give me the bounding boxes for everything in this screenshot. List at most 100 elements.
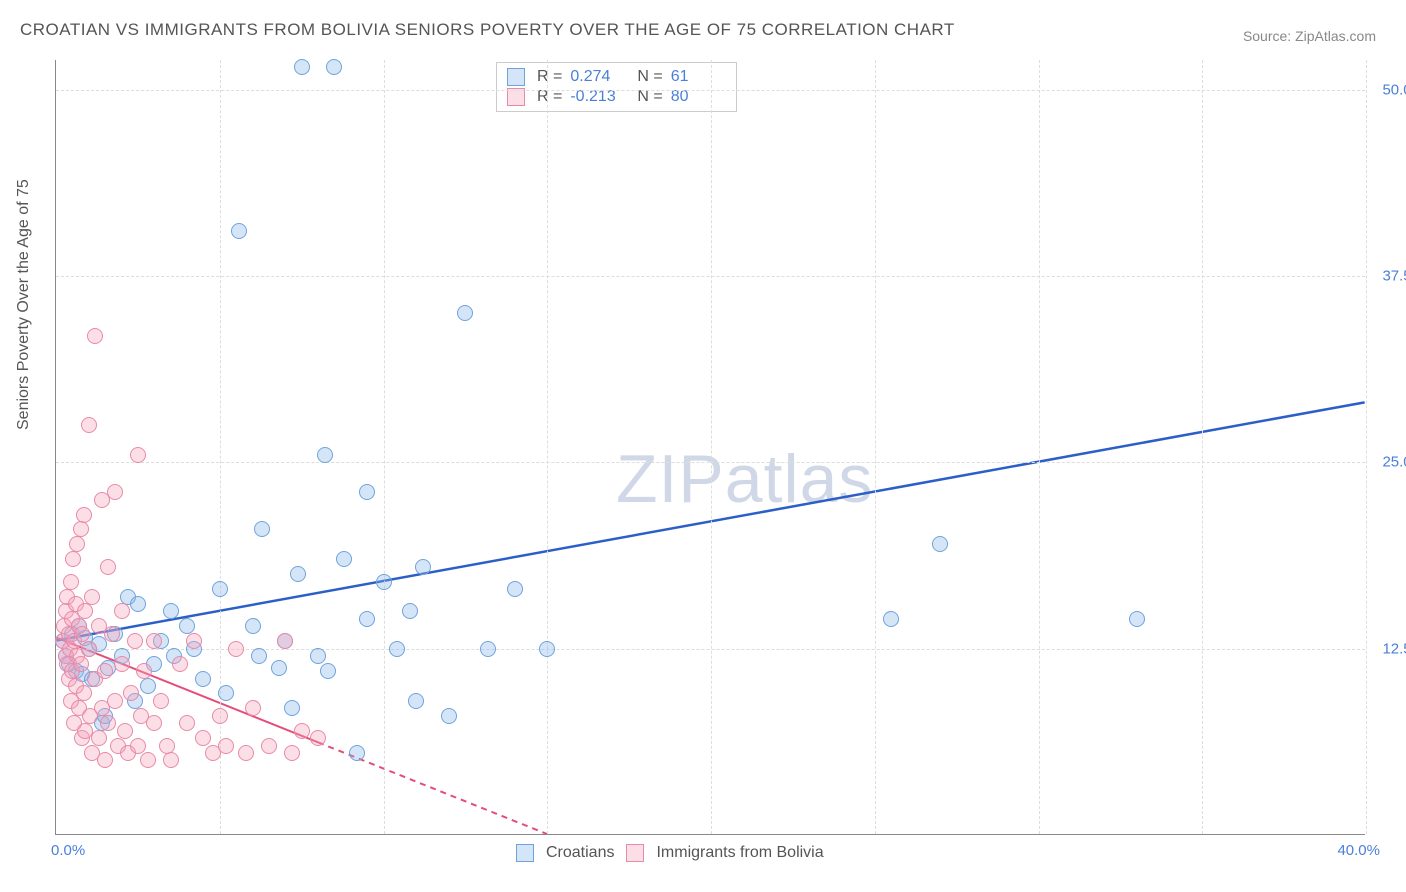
- data-point: [77, 603, 93, 619]
- data-point: [127, 633, 143, 649]
- data-point: [261, 738, 277, 754]
- data-point: [140, 678, 156, 694]
- data-point: [408, 693, 424, 709]
- data-point: [218, 685, 234, 701]
- grid-line-v: [875, 60, 876, 834]
- data-point: [136, 663, 152, 679]
- legend-label-1: Croatians: [546, 844, 614, 862]
- data-point: [326, 59, 342, 75]
- data-point: [146, 715, 162, 731]
- grid-line-v: [1202, 60, 1203, 834]
- data-point: [97, 752, 113, 768]
- data-point: [117, 723, 133, 739]
- x-tick-min: 0.0%: [51, 842, 85, 859]
- legend-label-2: Immigrants from Bolivia: [656, 844, 823, 862]
- legend-swatch-bolivia: [626, 844, 644, 862]
- data-point: [402, 603, 418, 619]
- data-point: [76, 685, 92, 701]
- data-point: [159, 738, 175, 754]
- data-point: [317, 447, 333, 463]
- y-tick-label: 50.0%: [1370, 81, 1406, 98]
- data-point: [87, 328, 103, 344]
- data-point: [277, 633, 293, 649]
- legend-swatch-croatians: [516, 844, 534, 862]
- data-point: [114, 656, 130, 672]
- data-point: [254, 521, 270, 537]
- y-tick-label: 37.5%: [1370, 268, 1406, 285]
- data-point: [310, 648, 326, 664]
- data-point: [146, 633, 162, 649]
- data-point: [179, 618, 195, 634]
- n-value-1: 61: [671, 68, 726, 86]
- x-tick-max: 40.0%: [1337, 842, 1380, 859]
- data-point: [284, 745, 300, 761]
- data-point: [195, 671, 211, 687]
- data-point: [163, 752, 179, 768]
- data-point: [76, 507, 92, 523]
- data-point: [107, 693, 123, 709]
- data-point: [73, 521, 89, 537]
- data-point: [73, 656, 89, 672]
- data-point: [172, 656, 188, 672]
- data-point: [81, 417, 97, 433]
- data-point: [218, 738, 234, 754]
- data-point: [212, 581, 228, 597]
- data-point: [310, 730, 326, 746]
- data-point: [245, 700, 261, 716]
- data-point: [271, 660, 287, 676]
- data-point: [130, 596, 146, 612]
- data-point: [65, 551, 81, 567]
- grid-line-v: [384, 60, 385, 834]
- data-point: [130, 738, 146, 754]
- data-point: [389, 641, 405, 657]
- source-label: Source: ZipAtlas.com: [1243, 28, 1376, 44]
- grid-line-v: [1039, 60, 1040, 834]
- data-point: [320, 663, 336, 679]
- data-point: [441, 708, 457, 724]
- data-point: [539, 641, 555, 657]
- r-label: R =: [537, 68, 562, 86]
- data-point: [294, 723, 310, 739]
- data-point: [480, 641, 496, 657]
- data-point: [63, 574, 79, 590]
- data-point: [359, 611, 375, 627]
- data-point: [359, 484, 375, 500]
- data-point: [290, 566, 306, 582]
- bottom-legend: Croatians Immigrants from Bolivia: [516, 844, 824, 862]
- data-point: [153, 693, 169, 709]
- data-point: [294, 59, 310, 75]
- data-point: [228, 641, 244, 657]
- data-point: [186, 633, 202, 649]
- plot-area: ZIPatlas R = 0.274 N = 61 R = -0.213 N =…: [55, 60, 1365, 835]
- r-value-1: 0.274: [570, 68, 625, 86]
- stats-legend: R = 0.274 N = 61 R = -0.213 N = 80: [496, 62, 737, 112]
- data-point: [100, 715, 116, 731]
- data-point: [883, 611, 899, 627]
- grid-line-v: [547, 60, 548, 834]
- data-point: [507, 581, 523, 597]
- grid-line-v: [711, 60, 712, 834]
- data-point: [81, 641, 97, 657]
- data-point: [231, 223, 247, 239]
- data-point: [100, 559, 116, 575]
- watermark: ZIPatlas: [616, 440, 873, 518]
- data-point: [69, 536, 85, 552]
- data-point: [91, 730, 107, 746]
- data-point: [336, 551, 352, 567]
- data-point: [284, 700, 300, 716]
- y-axis-label: Seniors Poverty Over the Age of 75: [15, 179, 33, 430]
- data-point: [212, 708, 228, 724]
- n-label: N =: [637, 68, 662, 86]
- y-tick-label: 12.5%: [1370, 640, 1406, 657]
- chart-title: CROATIAN VS IMMIGRANTS FROM BOLIVIA SENI…: [20, 20, 955, 40]
- data-point: [114, 603, 130, 619]
- data-point: [123, 685, 139, 701]
- data-point: [1129, 611, 1145, 627]
- swatch-croatians: [507, 68, 525, 86]
- data-point: [195, 730, 211, 746]
- data-point: [140, 752, 156, 768]
- data-point: [74, 626, 90, 642]
- data-point: [130, 447, 146, 463]
- stats-row-1: R = 0.274 N = 61: [507, 67, 726, 87]
- data-point: [245, 618, 261, 634]
